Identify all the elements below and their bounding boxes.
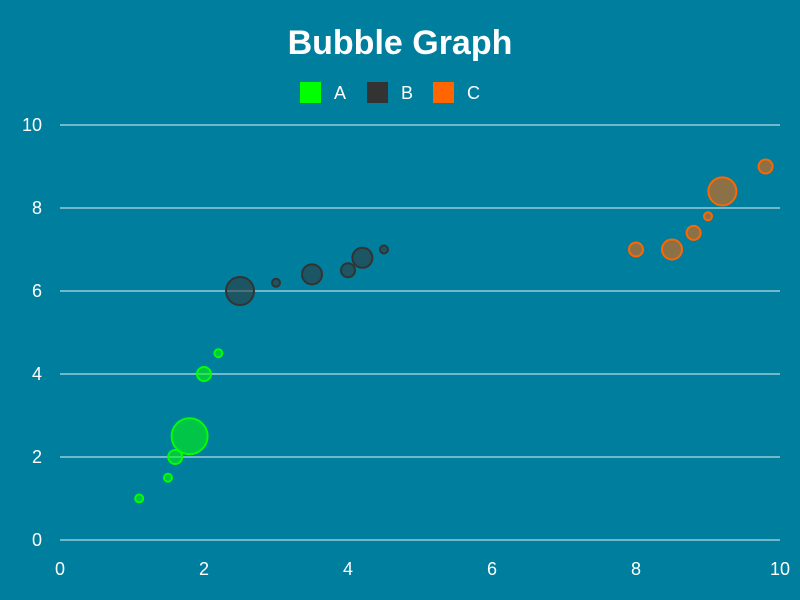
legend-label: C — [467, 83, 480, 103]
y-axis-ticks: 0 2 4 6 8 10 — [22, 115, 42, 550]
x-axis-ticks: 0 2 4 6 8 10 — [55, 559, 790, 579]
legend-label: B — [401, 83, 413, 103]
y-tick-label: 4 — [32, 364, 42, 384]
bubble-point[interactable] — [271, 277, 281, 288]
series-b — [225, 244, 389, 306]
y-tick-label: 0 — [32, 530, 42, 550]
legend-swatch — [433, 82, 454, 103]
series-a — [134, 348, 224, 504]
x-tick-label: 10 — [770, 559, 790, 579]
legend-swatch — [367, 82, 388, 103]
legend-item-c[interactable]: C — [433, 82, 480, 103]
bubble-point[interactable] — [703, 211, 713, 222]
bubble-point[interactable] — [707, 176, 738, 207]
x-tick-label: 8 — [631, 559, 641, 579]
series-c — [628, 158, 774, 261]
bubble-point[interactable] — [685, 224, 702, 241]
bubble-point[interactable] — [661, 238, 683, 261]
bubble-point[interactable] — [628, 241, 644, 258]
legend-item-b[interactable]: B — [367, 82, 413, 103]
bubble-point[interactable] — [163, 472, 173, 483]
x-tick-label: 6 — [487, 559, 497, 579]
legend-label: A — [334, 83, 346, 103]
bubble-point[interactable] — [134, 493, 145, 504]
bubble-point[interactable] — [340, 262, 356, 279]
bubble-layer — [134, 158, 774, 504]
x-tick-label: 0 — [55, 559, 65, 579]
bubble-point[interactable] — [301, 263, 323, 286]
legend-item-a[interactable]: A — [300, 82, 346, 103]
bubble-point[interactable] — [167, 449, 184, 465]
y-tick-label: 10 — [22, 115, 42, 135]
bubble-point[interactable] — [213, 348, 224, 359]
legend-swatch — [300, 82, 321, 103]
x-tick-label: 4 — [343, 559, 353, 579]
y-tick-label: 2 — [32, 447, 42, 467]
bubble-point[interactable] — [757, 158, 774, 175]
bubble-point[interactable] — [351, 246, 374, 269]
bubble-point[interactable] — [196, 366, 212, 382]
bubble-point[interactable] — [379, 244, 389, 255]
bubble-point[interactable] — [170, 417, 209, 456]
y-tick-label: 8 — [32, 198, 42, 218]
bubble-point[interactable] — [225, 276, 255, 306]
chart-title: Bubble Graph — [288, 24, 513, 62]
x-tick-label: 2 — [199, 559, 209, 579]
legend: A B C — [300, 82, 480, 103]
y-tick-label: 6 — [32, 281, 42, 301]
